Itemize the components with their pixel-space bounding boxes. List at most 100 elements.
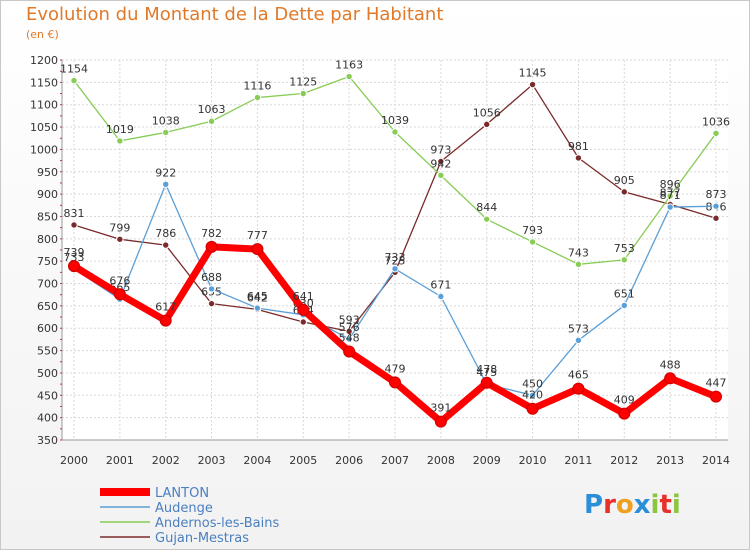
data-label: 1063 [198, 103, 226, 116]
y-tick-label: 900 [37, 188, 58, 201]
data-label: 1145 [519, 67, 547, 80]
y-tick-label: 450 [37, 389, 58, 402]
data-point [343, 345, 356, 358]
data-point [116, 235, 124, 243]
legend-entry: Andernos-les-Bains [155, 516, 280, 531]
logo-letter: i [671, 490, 681, 520]
y-tick-label: 1100 [30, 99, 58, 112]
y-tick-label: 700 [37, 278, 58, 291]
chart-title: Evolution du Montant de la Dette par Hab… [26, 4, 444, 25]
data-point [437, 157, 445, 166]
data-point [712, 214, 720, 222]
data-label: 844 [476, 201, 497, 214]
data-label: 1163 [335, 59, 363, 72]
data-label: 478 [476, 363, 497, 376]
data-point [483, 215, 491, 223]
data-point [207, 285, 216, 293]
data-point [528, 391, 537, 399]
data-point [620, 256, 628, 264]
data-point [666, 192, 674, 200]
data-label: 688 [201, 271, 222, 284]
y-tick-label: 500 [37, 367, 58, 380]
data-point [70, 221, 78, 229]
data-point [483, 120, 491, 129]
legend-entry: Audenge [155, 501, 213, 516]
data-label: 1038 [152, 114, 180, 127]
data-label: 1116 [243, 80, 271, 93]
data-label: 479 [385, 362, 406, 375]
data-label: 475 [476, 366, 497, 379]
data-point [528, 80, 537, 89]
data-label: 739 [64, 246, 85, 259]
y-tick-label: 1050 [30, 121, 58, 134]
data-label: 743 [568, 246, 589, 259]
data-point [162, 241, 170, 249]
data-label: 548 [339, 331, 360, 344]
data-label: 420 [522, 389, 543, 402]
x-tick-label: 2003 [198, 454, 226, 467]
data-point [391, 265, 399, 273]
data-label: 831 [64, 207, 85, 220]
data-point [434, 415, 447, 428]
x-tick-label: 2007 [381, 454, 409, 467]
data-label: 786 [155, 227, 176, 240]
legend-entry: LANTON [155, 486, 209, 501]
data-label: 942 [430, 157, 451, 170]
data-label: 642 [247, 291, 268, 304]
x-tick-label: 2010 [519, 454, 547, 467]
data-point [299, 318, 307, 326]
data-point [528, 238, 537, 246]
data-label: 973 [430, 143, 451, 156]
data-label: 873 [706, 188, 727, 201]
data-point [207, 299, 216, 308]
data-label: 896 [660, 178, 681, 191]
y-tick-label: 950 [37, 166, 58, 179]
data-label: 981 [568, 140, 589, 153]
data-label: 793 [522, 224, 543, 237]
data-point [345, 72, 353, 81]
y-tick-label: 350 [37, 434, 58, 447]
y-tick-label: 1000 [30, 143, 58, 156]
x-tick-label: 2012 [610, 454, 638, 467]
y-tick-label: 800 [37, 233, 58, 246]
y-tick-label: 1200 [30, 54, 58, 67]
data-point [251, 243, 264, 256]
data-label: 641 [293, 290, 314, 303]
data-point [712, 129, 720, 138]
x-tick-label: 2011 [564, 454, 592, 467]
chart-subtitle: (en €) [26, 28, 59, 41]
x-tick-label: 2005 [289, 454, 317, 467]
data-label: 733 [64, 251, 85, 264]
data-point [162, 180, 170, 188]
data-point [207, 117, 216, 125]
data-label: 671 [430, 278, 451, 291]
data-point [345, 335, 353, 343]
data-label: 871 [660, 189, 681, 202]
data-label: 593 [339, 313, 360, 326]
data-label: 1036 [702, 115, 730, 128]
data-label: 488 [660, 358, 681, 371]
data-point [618, 407, 631, 420]
x-tick-label: 2013 [656, 454, 684, 467]
x-tick-label: 2001 [106, 454, 134, 467]
y-tick-label: 850 [37, 210, 58, 223]
data-point [159, 314, 172, 327]
data-point [68, 260, 80, 273]
data-point [70, 76, 78, 85]
x-tick-label: 2009 [473, 454, 501, 467]
data-point [480, 376, 493, 389]
data-label: 676 [109, 274, 130, 287]
y-tick-label: 750 [37, 255, 58, 268]
data-label: 465 [568, 369, 589, 382]
y-tick-label: 400 [37, 412, 58, 425]
data-point [345, 327, 353, 336]
data-point [574, 154, 583, 162]
y-tick-label: 1150 [30, 76, 58, 89]
data-point [205, 240, 218, 253]
data-point [526, 402, 539, 415]
data-point [710, 390, 722, 403]
data-label: 573 [568, 322, 589, 335]
data-point [253, 93, 262, 102]
data-label: 651 [614, 287, 635, 300]
